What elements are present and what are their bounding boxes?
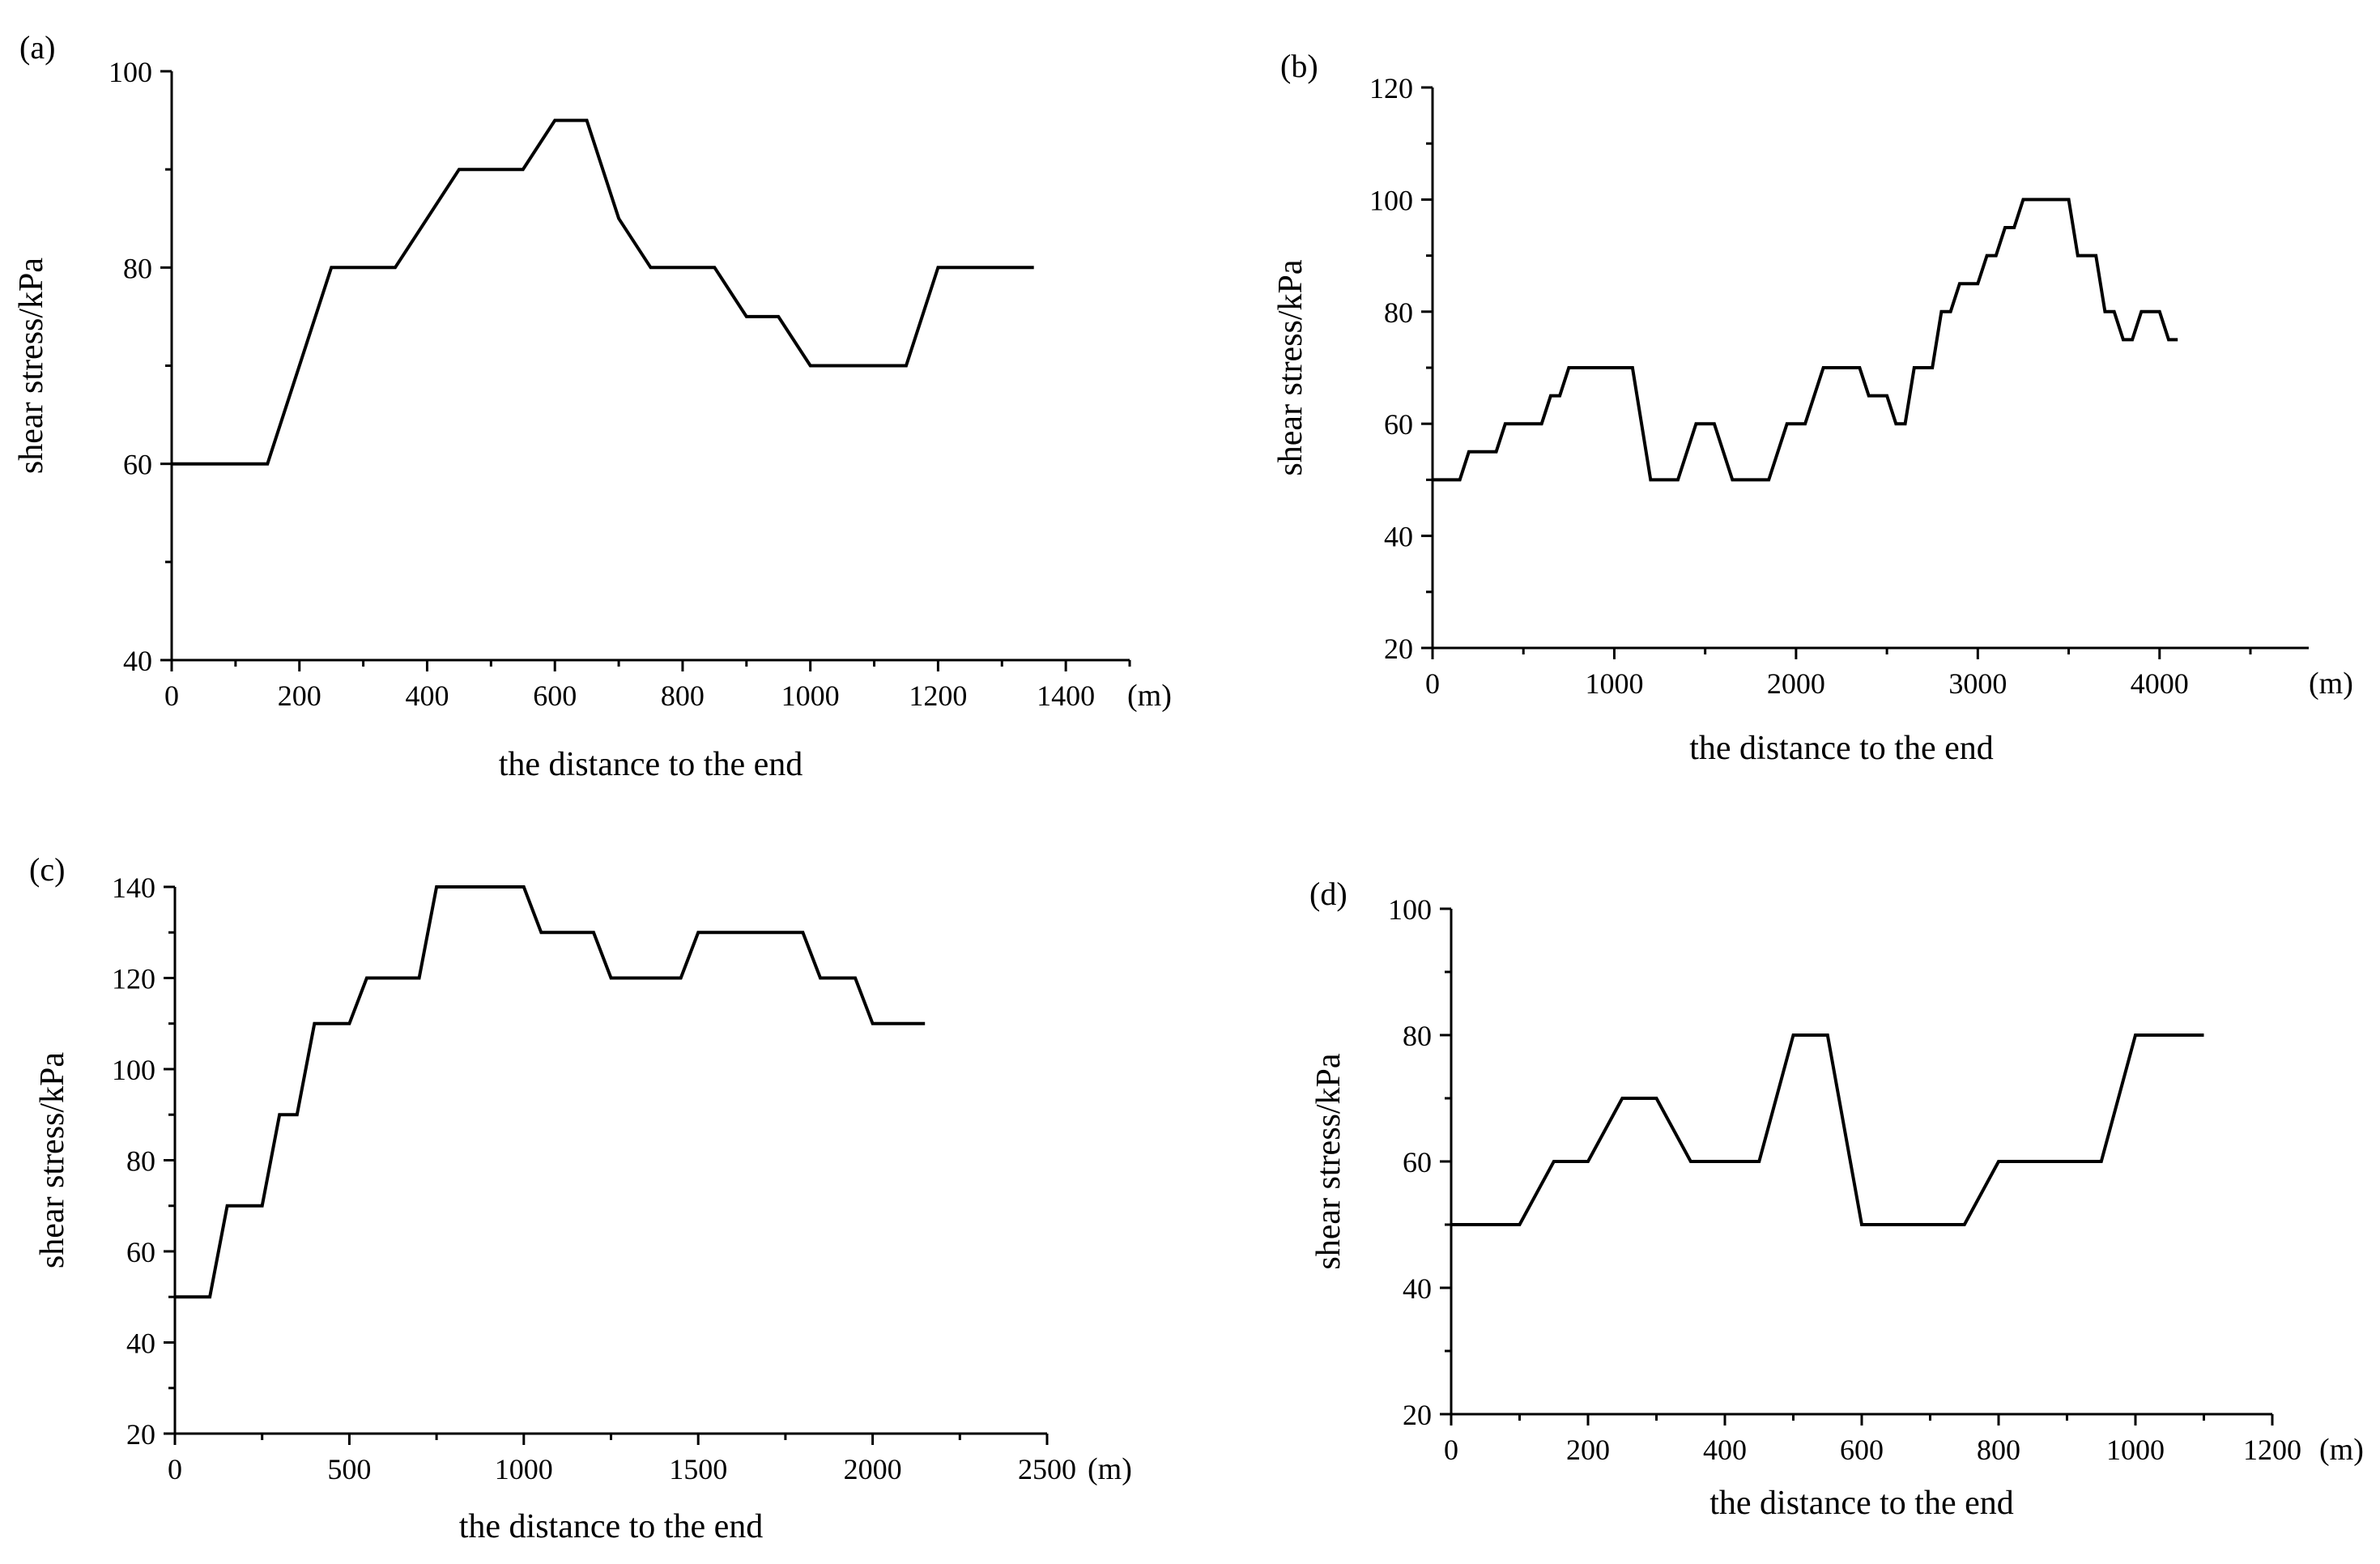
x-tick-label: 0: [168, 1453, 182, 1485]
y-tick-label: 20: [1403, 1399, 1432, 1431]
y-tick-label: 100: [1369, 184, 1413, 216]
panel-label: (d): [1309, 876, 1348, 912]
y-axis-title: shear stress/kPa: [1272, 259, 1309, 475]
x-axis-title: the distance to the end: [459, 1508, 764, 1545]
x-tick-label: 0: [1425, 667, 1440, 700]
x-tick-label: 2000: [1767, 667, 1825, 700]
x-tick-label: 600: [533, 680, 577, 712]
x-axis-unit: (m): [2309, 667, 2353, 701]
x-tick-label: 3000: [1948, 667, 2007, 700]
x-tick-label: 1000: [1585, 667, 1643, 700]
y-tick-label: 80: [126, 1145, 155, 1178]
y-tick-label: 80: [123, 252, 152, 284]
y-axis-title: shear stress/kPa: [13, 258, 50, 474]
x-tick-label: 800: [1977, 1434, 2020, 1466]
panel-label: (c): [29, 851, 65, 888]
y-tick-label: 100: [112, 1054, 155, 1086]
x-tick-label: 1200: [2243, 1434, 2301, 1466]
x-tick-label: 4000: [2131, 667, 2189, 700]
panel-b: 0 1000 2000 3000 4000 20 40 60 80 100 120 the dista…: [1272, 48, 2353, 767]
x-axis-title: the distance to the end: [1689, 730, 1994, 767]
panel-d: 0 200 400 600 800 1000 1200 20 40 60 80 100 the dist…: [1309, 876, 2364, 1522]
x-axis-unit: (m): [1088, 1452, 1132, 1486]
x-tick-label: 400: [1703, 1434, 1747, 1466]
y-axis-title: shear stress/kPa: [34, 1052, 71, 1268]
y-tick-label: 60: [1384, 408, 1413, 441]
y-tick-label: 20: [126, 1418, 155, 1451]
series-line: [1451, 1033, 2204, 1226]
x-tick-label: 200: [278, 680, 321, 712]
panel-label: (a): [19, 29, 55, 66]
x-tick-label: 400: [405, 680, 449, 712]
x-tick-label: 500: [327, 1453, 371, 1485]
x-axis-unit: (m): [2319, 1433, 2364, 1467]
y-tick-label: 60: [126, 1236, 155, 1268]
panel-label: (b): [1280, 48, 1318, 84]
x-tick-label: 800: [661, 680, 705, 712]
y-tick-label: 40: [126, 1327, 155, 1360]
y-tick-label: 100: [1388, 893, 1432, 926]
y-tick-label: 80: [1403, 1020, 1432, 1052]
x-tick-label: 2500: [1018, 1453, 1076, 1485]
y-axis-title: shear stress/kPa: [1310, 1053, 1348, 1269]
y-tick-label: 40: [1384, 521, 1413, 553]
y-tick-label: 40: [1403, 1272, 1432, 1305]
panel-c: 0 500 1000 1500 2000 2500 20 40 60 80 100 120 140 the…: [29, 851, 1132, 1545]
x-tick-label: 1000: [2106, 1434, 2165, 1466]
x-axis-unit: (m): [1127, 679, 1172, 713]
x-tick-label: 0: [1444, 1434, 1458, 1466]
x-tick-label: 200: [1566, 1434, 1610, 1466]
y-tick-label: 140: [112, 871, 155, 904]
x-tick-label: 1500: [669, 1453, 727, 1485]
x-tick-label: 600: [1840, 1434, 1884, 1466]
x-tick-label: 0: [164, 680, 179, 712]
y-tick-label: 60: [123, 449, 152, 481]
x-axis-title: the distance to the end: [1709, 1485, 2014, 1522]
x-tick-label: 1200: [909, 680, 967, 712]
y-tick-label: 120: [112, 963, 155, 995]
y-tick-label: 100: [109, 56, 152, 88]
x-tick-label: 1400: [1037, 680, 1095, 712]
x-tick-label: 1000: [781, 680, 840, 712]
panel-a: 0 200 400 600 800 1000 1200 1400 40 60 80 100 the di…: [13, 29, 1172, 783]
series-line: [1433, 198, 2178, 482]
y-tick-label: 80: [1384, 296, 1413, 329]
x-tick-label: 1000: [495, 1453, 553, 1485]
x-axis-title: the distance to the end: [499, 746, 803, 783]
y-tick-label: 120: [1369, 72, 1413, 104]
series-line: [175, 885, 926, 1299]
series-line: [172, 118, 1034, 466]
y-tick-label: 40: [123, 645, 152, 677]
x-tick-label: 2000: [844, 1453, 902, 1485]
y-tick-label: 60: [1403, 1146, 1432, 1178]
y-tick-label: 20: [1384, 633, 1413, 665]
